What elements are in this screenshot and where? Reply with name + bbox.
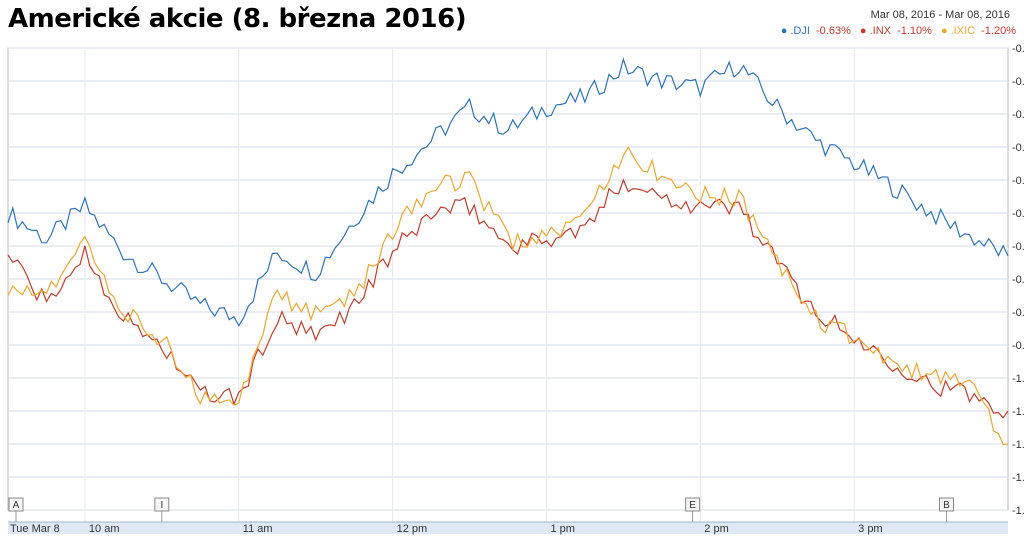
event-marker-label: E <box>689 500 696 511</box>
event-marker[interactable]: B <box>938 497 954 522</box>
y-tick-label: -0.7% <box>1012 274 1024 286</box>
y-tick-label: -0.5% <box>1012 208 1024 220</box>
y-tick-label: -1.0% <box>1012 373 1024 385</box>
event-marker-box <box>8 497 24 512</box>
y-tick-label: -0.3% <box>1012 142 1024 154</box>
series-line-dji <box>7 57 1009 327</box>
y-tick-label: -1.3% <box>1012 472 1024 484</box>
y-tick-label: -1.2% <box>1012 439 1024 451</box>
legend-item-dji[interactable]: ● .DJI -0.63% <box>778 25 851 37</box>
legend-dot-icon: ● <box>940 25 948 37</box>
date-range: Mar 08, 2016 - Mar 08, 2016 <box>870 9 1010 21</box>
event-marker[interactable]: A <box>8 497 24 522</box>
event-marker[interactable]: I <box>154 497 170 522</box>
legend: ● .DJI -0.63% ● .INX -1.10% ● .IXIC -1.20% <box>775 25 1016 37</box>
x-tick-label: Tue Mar 8 <box>10 523 60 535</box>
x-tick-label: 12 pm <box>397 523 428 535</box>
series-line-ixic <box>7 145 1009 446</box>
legend-dot-icon: ● <box>780 25 788 37</box>
event-marker-label: B <box>943 500 950 511</box>
y-tick-label: -0.2% <box>1012 109 1024 121</box>
chart-title: Americké akcie (8. března 2016) <box>8 4 467 34</box>
legend-change: -1.10% <box>897 25 932 37</box>
grid <box>7 47 1009 534</box>
series <box>7 57 1009 446</box>
legend-item-inx[interactable]: ● .INX -1.10% <box>857 25 932 37</box>
event-marker-label: I <box>160 500 163 511</box>
y-tick-label: -0.4% <box>1012 175 1024 187</box>
x-axis: Tue Mar 8 10 am 11 am 12 pm 1 pm 2 pm 3 pm <box>8 521 1008 535</box>
event-marker-box <box>685 497 701 512</box>
y-tick-label: -0.9% <box>1012 340 1024 352</box>
event-marker-label: A <box>13 500 20 511</box>
x-axis-band <box>8 522 1008 534</box>
series-line-inx <box>7 178 1009 419</box>
event-marker-box <box>938 497 954 512</box>
legend-symbol: .INX <box>869 25 891 37</box>
legend-symbol: .DJI <box>790 25 810 37</box>
event-marker[interactable]: E <box>685 497 701 522</box>
legend-symbol: .IXIC <box>950 25 976 37</box>
event-marker-box <box>154 497 170 512</box>
y-tick-label: -1.4% <box>1012 505 1024 517</box>
legend-dot-icon: ● <box>859 25 867 37</box>
y-axis: -0.0% -0.1% -0.2% -0.3% -0.4% -0.5% -0.6% -0.7%… <box>1012 43 1024 517</box>
x-tick-label: 2 pm <box>704 523 728 535</box>
legend-change: -0.63% <box>816 25 851 37</box>
y-tick-label: -0.0% <box>1012 43 1024 55</box>
y-tick-label: -0.6% <box>1012 241 1024 253</box>
y-tick-label: -0.8% <box>1012 307 1024 319</box>
x-tick-label: 1 pm <box>550 523 574 535</box>
legend-change: -1.20% <box>981 25 1016 37</box>
x-tick-label: 11 am <box>243 523 273 535</box>
y-tick-label: -1.1% <box>1012 406 1024 418</box>
x-tick-label: 10 am <box>89 523 120 535</box>
legend-item-ixic[interactable]: ● .IXIC -1.20% <box>938 25 1016 37</box>
x-tick-label: 3 pm <box>858 523 882 535</box>
y-tick-label: -0.1% <box>1012 76 1024 88</box>
